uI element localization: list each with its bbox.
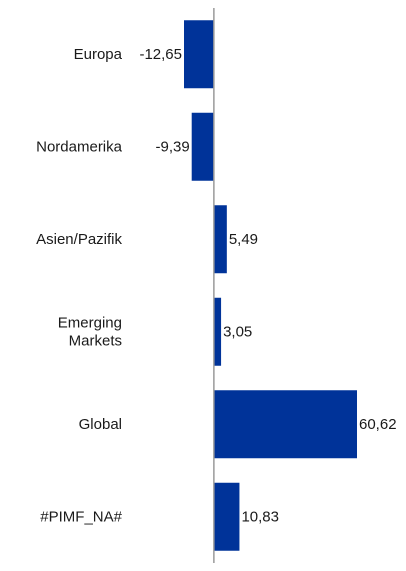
- bar: [213, 205, 227, 274]
- category-label-line: Emerging: [58, 314, 122, 331]
- bars-group: [184, 20, 357, 551]
- category-label: Europa: [74, 46, 123, 63]
- value-label: -9,39: [155, 138, 189, 155]
- category-label-line: Markets: [69, 332, 122, 349]
- category-label: Nordamerika: [36, 138, 123, 155]
- value-label: 60,62: [359, 416, 397, 433]
- value-label: 10,83: [241, 508, 279, 525]
- bar: [184, 20, 214, 89]
- category-label-line: #PIMF_NA#: [40, 508, 122, 525]
- labels-group: Europa -12,65 Nordamerika -9,39 Asien/Pazifi…: [36, 46, 396, 526]
- value-label: -12,65: [139, 46, 182, 63]
- category-label-line: Nordamerika: [36, 138, 123, 155]
- category-label-line: Asien/Pazifik: [36, 231, 122, 248]
- bar: [213, 297, 222, 366]
- value-label: 5,49: [229, 231, 258, 248]
- category-label: Global: [79, 416, 122, 433]
- category-label-line: Global: [79, 416, 122, 433]
- category-label: #PIMF_NA#: [40, 508, 122, 525]
- bar: [213, 390, 357, 459]
- value-label: 3,05: [223, 323, 252, 340]
- category-label: Asien/Pazifik: [36, 231, 122, 248]
- bar: [213, 482, 240, 551]
- category-label-line: Europa: [74, 46, 123, 63]
- category-label: Emerging Markets: [58, 314, 122, 349]
- bar: [191, 112, 214, 181]
